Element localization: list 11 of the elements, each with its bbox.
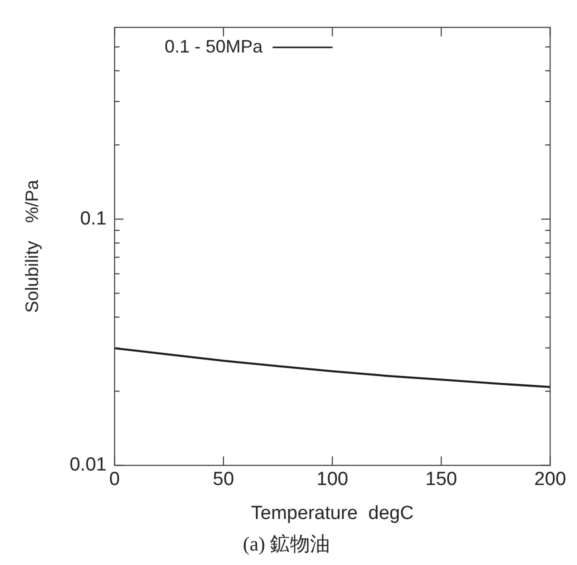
y-tick-label: 0.01 <box>70 454 107 476</box>
x-tick-label: 0 <box>109 469 120 490</box>
x-tick-label: 100 <box>316 469 348 490</box>
x-tick-label: 200 <box>534 469 566 490</box>
x-tick-label: 150 <box>425 469 458 490</box>
y-axis-title: Solubility %/Pa <box>22 178 42 313</box>
text: (a) 鉱物油 <box>242 533 330 556</box>
legend-label: 0.1 - 50MPa <box>164 36 264 56</box>
x-axis-title: Temperature degC <box>251 502 414 524</box>
x-tick-label: 50 <box>212 469 234 490</box>
y-tick-label: 0.1 <box>80 208 107 230</box>
